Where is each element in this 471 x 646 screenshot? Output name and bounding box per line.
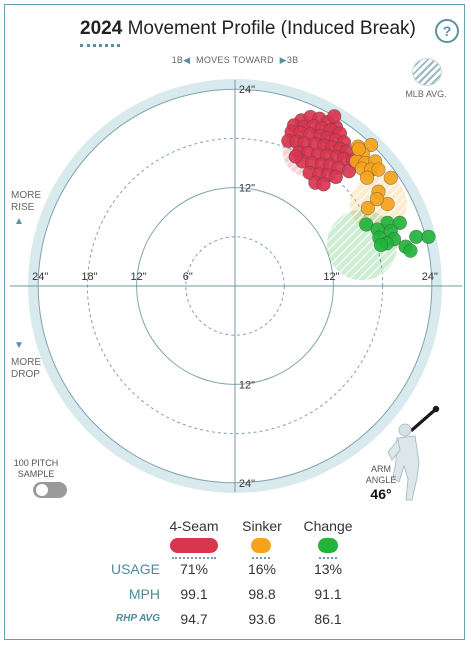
pitch-point-sinker-8 (371, 162, 386, 177)
more-rise-label: MORE RISE (11, 190, 41, 213)
title-year: 2024 (80, 18, 123, 39)
four-seam-usage: 71% (179, 561, 209, 577)
pitch-point-change-12 (403, 243, 418, 258)
tick-left-18: 18" (81, 271, 97, 283)
pitch-point-4-seam-44 (316, 177, 331, 192)
pitch-point-change-2 (392, 215, 407, 230)
pitch-point-sinker-15 (369, 191, 384, 207)
pitch-name-sinker: Sinker (242, 518, 282, 534)
moves-toward-label: 1B◀ MOVES TOWARD ▶3B (150, 55, 320, 66)
more-drop-label: MORE DROP (11, 357, 41, 380)
mlb-avg-legend-icon (412, 58, 442, 86)
moves-toward-text: MOVES TOWARD (196, 55, 274, 65)
rhp-avg-row-label: RHP AVG (115, 613, 160, 624)
four-seam-underline (172, 557, 216, 559)
toggle-knob (36, 484, 48, 496)
pitch-point-4-seam-42 (328, 169, 343, 185)
sinker-usage: 16% (247, 561, 277, 577)
tick-top-12: 12" (239, 183, 255, 195)
moves-right-label: 3B (286, 55, 299, 65)
sinker-rhp-avg: 93.6 (248, 611, 276, 627)
pitch-name-change: Change (303, 518, 353, 534)
pitch-sample-label: 100 PITCH SAMPLE (13, 458, 59, 479)
tick-top-24: 24" (239, 84, 255, 96)
mlb-avg-legend-label: MLB AVG. (405, 89, 447, 99)
pitch-name-four-seam: 4-Seam (169, 518, 219, 534)
tick-left-6: 6" (183, 271, 193, 283)
title-text: Movement Profile (Induced Break) (127, 18, 416, 39)
pitch-point-sinker-9 (359, 170, 375, 185)
usage-row-label: USAGE (110, 561, 160, 577)
pitch-point-change-10 (373, 237, 389, 253)
pitcher-figure (387, 405, 440, 501)
pitch-sample-toggle[interactable] (33, 482, 67, 498)
tick-bottom-24: 24" (239, 478, 255, 490)
sinker-color-pill (251, 538, 271, 553)
pitch-point-sinker-13 (360, 201, 375, 216)
four-seam-color-pill (170, 538, 218, 553)
chart-title: 2024 Movement Profile (Induced Break) (80, 18, 416, 40)
pitch-point-change-8 (421, 229, 436, 244)
arm-angle-value: 46° (370, 486, 392, 502)
moves-left-label: 1B (171, 55, 184, 65)
arm-angle-label: ARM ANGLE (365, 464, 397, 485)
pitch-point-sinker-10 (383, 170, 398, 185)
title-underline (80, 44, 120, 47)
right-arrow-icon: ▶ (279, 55, 287, 65)
change-usage: 13% (313, 561, 343, 577)
change-rhp-avg: 86.1 (314, 611, 342, 627)
change-underline (319, 557, 337, 559)
four-seam-rhp-avg: 94.7 (180, 611, 208, 627)
pitch-point-4-seam-45 (288, 149, 303, 164)
tick-left-24: 24" (32, 271, 48, 283)
drop-arrow-icon: ▼ (14, 340, 24, 351)
tick-bottom-12: 12" (239, 379, 255, 391)
pitch-point-4-seam-46 (327, 109, 342, 124)
ball-icon (432, 405, 440, 413)
tick-right-24: 24" (422, 271, 438, 283)
tick-left-12: 12" (131, 271, 147, 283)
help-button[interactable]: ? (435, 19, 459, 43)
arm-angle-indicator (410, 407, 438, 432)
pitch-point-change-7 (409, 229, 424, 244)
tick-right-12: 12" (323, 271, 339, 283)
sinker-underline (252, 557, 270, 559)
rise-arrow-icon: ▲ (14, 216, 24, 227)
mph-row-label: MPH (128, 586, 160, 602)
change-color-pill (318, 538, 338, 553)
change-mph: 91.1 (314, 586, 342, 602)
four-seam-mph: 99.1 (180, 586, 208, 602)
pitch-point-sinker-14 (351, 141, 366, 157)
left-arrow-icon: ◀ (183, 55, 191, 65)
sinker-mph: 98.8 (248, 586, 276, 602)
